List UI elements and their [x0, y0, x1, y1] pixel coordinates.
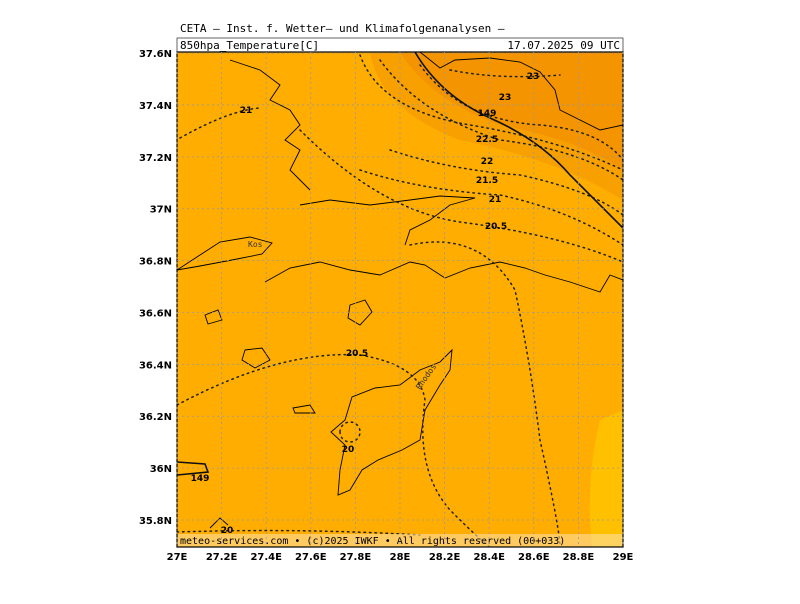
contour-label: 20.5 — [346, 349, 368, 359]
contour-label: 149 — [191, 474, 210, 484]
institute: CETA – Inst. f. Wetter– und Klimafolgena… — [180, 22, 505, 35]
lon-tick-label: 29E — [613, 552, 634, 563]
title: 850hpa_Temperature[C] — [180, 39, 319, 52]
lat-tick-label: 36.8N — [139, 257, 172, 268]
map-area — [177, 52, 623, 547]
lon-tick-label: 28.8E — [563, 552, 595, 563]
lat-tick-label: 36.4N — [139, 360, 172, 371]
lon-tick-label: 27E — [167, 552, 188, 563]
lat-tick-label: 37.6N — [139, 49, 172, 60]
contour-label: 21.5 — [476, 176, 498, 186]
lat-tick-label: 35.8N — [139, 516, 172, 527]
date: 17.07.2025 09 UTC — [507, 39, 620, 52]
lat-tick-label: 37N — [150, 205, 172, 216]
lon-tick-label: 28.4E — [473, 552, 505, 563]
lat-tick-label: 36.2N — [139, 412, 172, 423]
lon-tick-label: 28.6E — [518, 552, 550, 563]
lon-tick-label: 27.6E — [295, 552, 327, 563]
contour-label: 21 — [240, 106, 253, 116]
lat-tick-label: 37.4N — [139, 101, 172, 112]
lat-tick-label: 37.2N — [139, 153, 172, 164]
footer: meteo-services.com • (c)2025 IWKF • All … — [180, 536, 565, 547]
lat-tick-label: 36N — [150, 464, 172, 475]
lon-tick-label: 27.8E — [340, 552, 372, 563]
lon-tick-label: 27.4E — [250, 552, 282, 563]
contour-label: 20 — [342, 445, 355, 455]
contour-label: 22 — [481, 157, 494, 167]
lon-tick-label: 28E — [390, 552, 411, 563]
contour-label: 23 — [499, 93, 512, 103]
place-label: Kos — [248, 240, 263, 249]
contour-label: 21 — [489, 195, 502, 205]
lon-tick-label: 28.2E — [429, 552, 461, 563]
lat-tick-label: 36.6N — [139, 308, 172, 319]
contour-label: 20 — [221, 526, 234, 536]
contour-label: 23 — [527, 72, 540, 82]
contour-label: 149 — [478, 109, 497, 119]
contour-label: 20.5 — [485, 222, 507, 232]
contour-label: 22.5 — [476, 135, 498, 145]
lon-tick-label: 27.2E — [206, 552, 238, 563]
